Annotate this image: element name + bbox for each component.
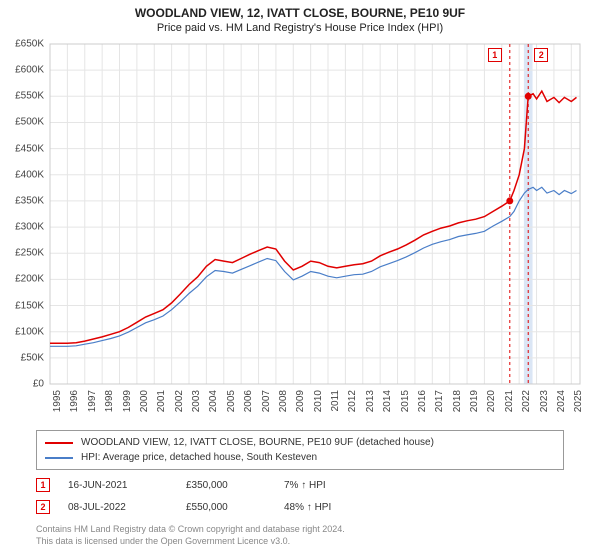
x-tick-label: 2001 bbox=[156, 390, 167, 430]
footer: Contains HM Land Registry data © Crown c… bbox=[36, 524, 345, 547]
x-tick-label: 2000 bbox=[139, 390, 150, 430]
x-tick-label: 2024 bbox=[556, 390, 567, 430]
x-tick-label: 2002 bbox=[174, 390, 185, 430]
x-tick-label: 2025 bbox=[573, 390, 584, 430]
y-tick-label: £350K bbox=[15, 195, 44, 206]
legend-swatch bbox=[45, 457, 73, 459]
y-tick-label: £250K bbox=[15, 248, 44, 259]
x-tick-label: 2013 bbox=[365, 390, 376, 430]
sale-marker-icon: 2 bbox=[36, 500, 50, 514]
sale-marker-annotation: 2 bbox=[534, 48, 548, 62]
y-tick-label: £0 bbox=[33, 379, 44, 390]
x-tick-label: 2010 bbox=[313, 390, 324, 430]
legend-row-property: WOODLAND VIEW, 12, IVATT CLOSE, BOURNE, … bbox=[45, 435, 555, 450]
sale-price: £550,000 bbox=[186, 502, 266, 513]
chart-container: WOODLAND VIEW, 12, IVATT CLOSE, BOURNE, … bbox=[0, 0, 600, 560]
x-tick-label: 1997 bbox=[87, 390, 98, 430]
x-tick-label: 2017 bbox=[434, 390, 445, 430]
legend-swatch bbox=[45, 442, 73, 444]
sale-marker-annotation: 1 bbox=[488, 48, 502, 62]
legend-label: WOODLAND VIEW, 12, IVATT CLOSE, BOURNE, … bbox=[81, 435, 434, 450]
chart-title: WOODLAND VIEW, 12, IVATT CLOSE, BOURNE, … bbox=[0, 6, 600, 20]
x-tick-label: 2018 bbox=[452, 390, 463, 430]
legend-label: HPI: Average price, detached house, Sout… bbox=[81, 450, 317, 465]
x-tick-label: 2005 bbox=[226, 390, 237, 430]
footer-line: This data is licensed under the Open Gov… bbox=[36, 536, 345, 548]
y-tick-label: £50K bbox=[21, 352, 44, 363]
x-tick-label: 2022 bbox=[521, 390, 532, 430]
x-tick-label: 2016 bbox=[417, 390, 428, 430]
sale-price: £350,000 bbox=[186, 480, 266, 491]
x-tick-label: 2023 bbox=[539, 390, 550, 430]
x-tick-label: 2012 bbox=[347, 390, 358, 430]
x-tick-label: 1996 bbox=[69, 390, 80, 430]
y-tick-label: £600K bbox=[15, 65, 44, 76]
x-tick-label: 2020 bbox=[486, 390, 497, 430]
legend-row-hpi: HPI: Average price, detached house, Sout… bbox=[45, 450, 555, 465]
x-axis-ticks: 1995199619971998199920002001200220032004… bbox=[50, 386, 580, 426]
x-tick-label: 2015 bbox=[400, 390, 411, 430]
y-tick-label: £100K bbox=[15, 326, 44, 337]
chart-subtitle: Price paid vs. HM Land Registry's House … bbox=[0, 22, 600, 34]
sales-row: 2 08-JUL-2022 £550,000 48% ↑ HPI bbox=[36, 496, 564, 518]
y-tick-label: £400K bbox=[15, 169, 44, 180]
x-tick-label: 2009 bbox=[295, 390, 306, 430]
x-tick-label: 2008 bbox=[278, 390, 289, 430]
x-tick-label: 2011 bbox=[330, 390, 341, 430]
titles: WOODLAND VIEW, 12, IVATT CLOSE, BOURNE, … bbox=[0, 0, 600, 34]
legend: WOODLAND VIEW, 12, IVATT CLOSE, BOURNE, … bbox=[36, 430, 564, 470]
chart-svg bbox=[50, 44, 580, 384]
x-tick-label: 2003 bbox=[191, 390, 202, 430]
x-tick-label: 1995 bbox=[52, 390, 63, 430]
sale-pct: 7% ↑ HPI bbox=[284, 480, 384, 491]
x-tick-label: 1998 bbox=[104, 390, 115, 430]
y-tick-label: £450K bbox=[15, 143, 44, 154]
x-tick-label: 2004 bbox=[208, 390, 219, 430]
x-tick-label: 2007 bbox=[261, 390, 272, 430]
y-tick-label: £150K bbox=[15, 300, 44, 311]
x-tick-label: 2014 bbox=[382, 390, 393, 430]
y-tick-label: £200K bbox=[15, 274, 44, 285]
sale-marker-icon: 1 bbox=[36, 478, 50, 492]
y-tick-label: £300K bbox=[15, 222, 44, 233]
y-tick-label: £550K bbox=[15, 91, 44, 102]
y-tick-label: £500K bbox=[15, 117, 44, 128]
sales-table: 1 16-JUN-2021 £350,000 7% ↑ HPI 2 08-JUL… bbox=[36, 474, 564, 518]
sale-date: 08-JUL-2022 bbox=[68, 502, 168, 513]
x-tick-label: 1999 bbox=[122, 390, 133, 430]
x-tick-label: 2006 bbox=[243, 390, 254, 430]
y-axis-ticks: £0£50K£100K£150K£200K£250K£300K£350K£400… bbox=[0, 44, 48, 384]
sales-row: 1 16-JUN-2021 £350,000 7% ↑ HPI bbox=[36, 474, 564, 496]
sale-pct: 48% ↑ HPI bbox=[284, 502, 384, 513]
y-tick-label: £650K bbox=[15, 39, 44, 50]
sale-date: 16-JUN-2021 bbox=[68, 480, 168, 491]
x-tick-label: 2021 bbox=[504, 390, 515, 430]
chart-plot-area: 12 bbox=[50, 44, 580, 384]
footer-line: Contains HM Land Registry data © Crown c… bbox=[36, 524, 345, 536]
x-tick-label: 2019 bbox=[469, 390, 480, 430]
